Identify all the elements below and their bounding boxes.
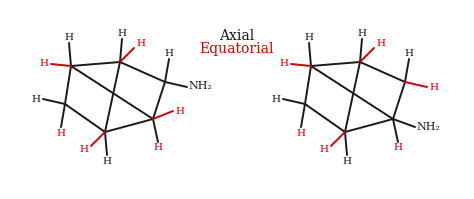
Text: H: H <box>429 83 438 92</box>
Text: H: H <box>343 156 352 166</box>
Text: H: H <box>319 145 328 154</box>
Text: H: H <box>39 60 48 68</box>
Text: H: H <box>64 32 73 42</box>
Text: Axial: Axial <box>219 29 255 43</box>
Text: H: H <box>164 49 173 58</box>
Text: H: H <box>56 129 65 138</box>
Text: H: H <box>404 49 413 58</box>
Text: H: H <box>118 28 127 37</box>
Text: H: H <box>393 143 402 152</box>
Text: H: H <box>31 95 40 103</box>
Text: H: H <box>102 156 111 166</box>
Text: H: H <box>297 129 306 138</box>
Text: H: H <box>80 145 89 154</box>
Text: H: H <box>137 39 146 49</box>
Text: H: H <box>154 143 163 152</box>
Text: H: H <box>304 32 313 42</box>
Text: H: H <box>357 28 366 37</box>
Text: H: H <box>272 95 281 103</box>
Text: NH₂: NH₂ <box>188 81 212 91</box>
Text: NH₂: NH₂ <box>416 122 440 132</box>
Text: Equatorial: Equatorial <box>200 42 274 56</box>
Text: H: H <box>376 39 385 49</box>
Text: H: H <box>175 106 184 115</box>
Text: H: H <box>280 60 289 68</box>
